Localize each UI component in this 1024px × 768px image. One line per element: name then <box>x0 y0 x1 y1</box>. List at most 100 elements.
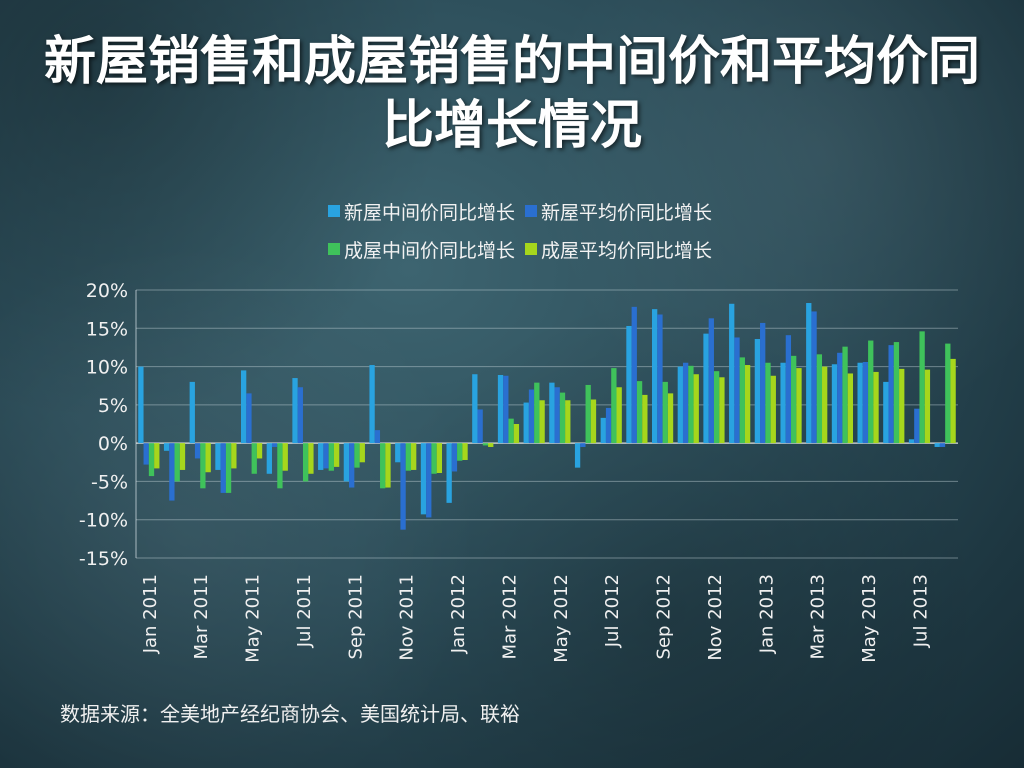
bar-0-24 <box>754 339 761 444</box>
bar-1-28 <box>862 361 869 444</box>
bar-1-31 <box>939 443 946 447</box>
x-tick-label: Jan 2012 <box>448 574 469 654</box>
source-note: 数据来源：全美地产经纪商协会、美国统计局、联裕 <box>60 702 520 726</box>
bar-2-1 <box>174 443 180 482</box>
x-tick-label: Jan 2013 <box>756 574 777 654</box>
bar-3-27 <box>847 373 854 444</box>
bar-3-30 <box>924 369 931 444</box>
x-tick-label: May 2011 <box>243 574 264 663</box>
bar-0-2 <box>189 381 195 444</box>
bar-1-2 <box>194 443 201 459</box>
bar-2-19 <box>636 381 643 444</box>
bar-2-12 <box>457 443 463 461</box>
bar-0-27 <box>831 364 838 444</box>
bar-3-25 <box>796 368 802 444</box>
bar-3-13 <box>488 443 494 447</box>
bar-0-20 <box>651 309 658 444</box>
bar-3-29 <box>899 368 905 444</box>
bar-3-18 <box>616 387 622 444</box>
bar-1-18 <box>605 407 612 444</box>
bar-3-1 <box>179 443 186 470</box>
y-tick-label: 5% <box>98 395 128 417</box>
bar-0-16 <box>549 382 555 444</box>
bar-1-10 <box>400 443 406 530</box>
bar-0-0 <box>138 366 144 444</box>
bar-0-9 <box>369 365 375 444</box>
legend-label-new-median: 新屋中间价同比增长 <box>343 201 515 224</box>
bar-1-15 <box>528 389 535 444</box>
bar-3-24 <box>770 375 776 444</box>
bar-1-30 <box>914 408 920 444</box>
bar-3-21 <box>693 374 699 444</box>
bar-chart: 20% 15% 10% 5% 0% -5% -10% -15% Jan 2011 Mar 2011… <box>79 280 958 663</box>
bar-1-25 <box>785 335 792 444</box>
bar-0-23 <box>729 303 735 444</box>
bar-0-8 <box>343 443 350 482</box>
bar-2-17 <box>585 384 591 444</box>
bar-3-16 <box>565 400 571 444</box>
x-tick-label: May 2012 <box>551 574 572 663</box>
bar-0-29 <box>883 381 889 444</box>
bar-2-25 <box>791 355 797 444</box>
bar-2-21 <box>688 365 694 444</box>
legend-row-1: 新屋中间价同比增长 新屋平均价同比增长 <box>150 192 890 230</box>
bar-2-3 <box>225 443 232 493</box>
bar-1-14 <box>503 375 509 444</box>
bar-0-25 <box>780 362 786 444</box>
y-tick-label: 20% <box>86 280 128 302</box>
bar-1-21 <box>682 362 689 444</box>
bar-0-21 <box>677 366 683 444</box>
bar-0-10 <box>395 443 401 463</box>
x-tick-label: Mar 2012 <box>500 574 521 660</box>
x-tick-label: Mar 2013 <box>808 574 829 660</box>
bar-3-14 <box>513 424 520 444</box>
y-tick-label: 10% <box>86 357 128 379</box>
x-tick-label: Jul 2013 <box>911 574 932 648</box>
bar-3-7 <box>333 443 340 467</box>
bar-2-29 <box>893 342 900 444</box>
legend-item-new-average: 新屋平均价同比增长 <box>525 198 712 225</box>
bar-2-31 <box>945 343 951 444</box>
bar-2-27 <box>842 346 848 444</box>
bar-1-1 <box>169 443 175 501</box>
legend-item-existing-median: 成屋中间价同比增长 <box>327 236 515 263</box>
legend-row-2: 成屋中间价同比增长 成屋平均价同比增长 <box>150 230 890 268</box>
bar-2-7 <box>328 443 334 471</box>
x-tick-label: Nov 2012 <box>705 574 726 661</box>
bar-3-0 <box>154 443 160 469</box>
bar-2-8 <box>354 443 360 468</box>
y-tick-label: 15% <box>86 318 128 340</box>
bar-1-27 <box>837 352 843 444</box>
bar-3-11 <box>436 443 443 473</box>
bar-0-17 <box>574 443 581 468</box>
x-tick-label: Jul 2012 <box>602 574 623 648</box>
bar-1-0 <box>143 443 149 465</box>
x-tick-label: May 2013 <box>859 574 880 663</box>
bar-0-15 <box>523 402 529 444</box>
bar-2-30 <box>919 331 925 444</box>
legend-swatch-new-median <box>327 205 340 217</box>
slide-title: 新屋销售和成屋销售的中间价和平均价同比增长情况 <box>43 32 980 156</box>
bar-0-6 <box>292 378 298 444</box>
y-tick-label: 0% <box>98 433 128 455</box>
bar-2-5 <box>277 443 283 489</box>
bar-0-7 <box>318 443 324 470</box>
bar-0-26 <box>806 303 812 444</box>
legend-label-new-average: 新屋平均价同比增长 <box>541 201 713 224</box>
bar-0-4 <box>240 370 247 444</box>
bar-3-6 <box>308 443 314 474</box>
bar-3-28 <box>873 371 879 444</box>
legend-label-existing-average: 成屋平均价同比增长 <box>541 239 713 262</box>
bar-1-11 <box>426 443 432 518</box>
x-tick-label: Mar 2011 <box>191 574 212 660</box>
bar-1-24 <box>760 322 766 444</box>
bar-2-13 <box>482 443 489 446</box>
bar-3-3 <box>231 443 237 469</box>
bar-3-31 <box>950 358 956 444</box>
bar-2-26 <box>816 354 823 444</box>
legend-swatch-existing-median <box>327 243 340 255</box>
bar-3-2 <box>205 443 211 473</box>
x-tick-label: Sep 2011 <box>345 574 366 659</box>
bar-3-23 <box>744 365 751 444</box>
bar-3-5 <box>282 443 288 471</box>
